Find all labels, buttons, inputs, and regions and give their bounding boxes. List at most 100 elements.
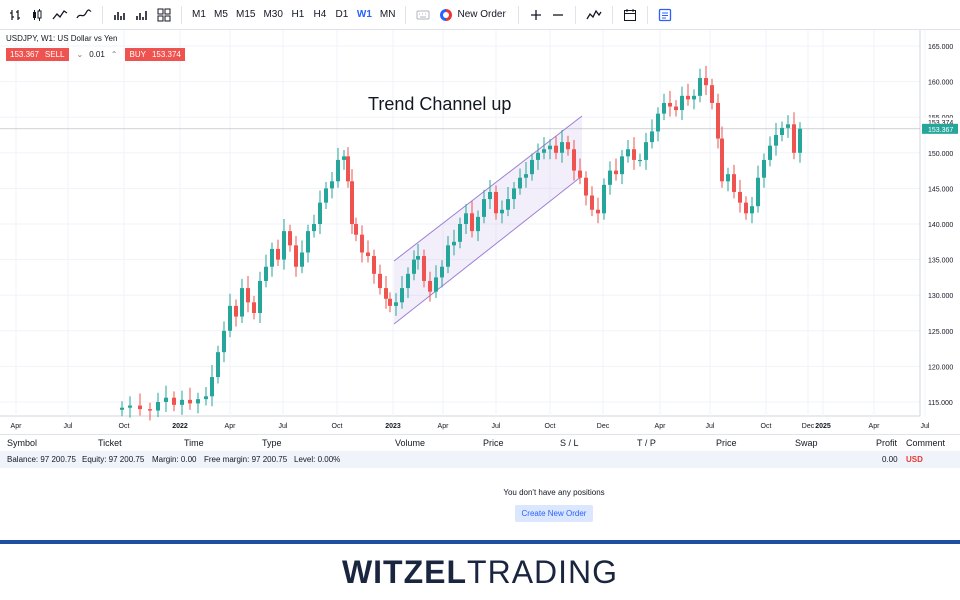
indicator-wave-icon[interactable] xyxy=(582,4,606,26)
bullish-candle xyxy=(626,149,630,157)
bearish-candle xyxy=(674,106,678,111)
chart-annotation[interactable]: Trend Channel up xyxy=(368,94,512,114)
timeframe-m1[interactable]: M1 xyxy=(192,9,206,20)
bearish-candle xyxy=(138,405,142,410)
calendar-icon[interactable] xyxy=(619,4,641,26)
price-chart[interactable]: 165.000160.000155.000150.000145.000140.0… xyxy=(0,30,960,434)
indicators-icon[interactable] xyxy=(131,4,153,26)
bullish-candle xyxy=(394,302,398,306)
chart-canvas[interactable]: 165.000160.000155.000150.000145.000140.0… xyxy=(0,30,960,434)
toolbar-divider xyxy=(517,5,519,24)
timeframe-h1[interactable]: H1 xyxy=(291,9,305,20)
timeframe-mn[interactable]: MN xyxy=(379,9,396,20)
timeframe-w1[interactable]: W1 xyxy=(356,9,372,20)
col-ticket[interactable]: Ticket xyxy=(98,438,122,448)
toolbar-divider xyxy=(646,5,648,24)
toolbar-divider xyxy=(574,5,576,24)
bid-price-label: 153.367 xyxy=(928,127,953,134)
bullish-candle xyxy=(680,95,684,111)
timeframe-m30[interactable]: M30 xyxy=(263,9,283,20)
col-time[interactable]: Time xyxy=(184,438,204,448)
bullish-candle xyxy=(488,191,492,200)
timeframe-d1[interactable]: D1 xyxy=(335,9,349,20)
bearish-candle xyxy=(234,305,238,317)
bearish-candle xyxy=(148,409,152,411)
bullish-candle xyxy=(768,145,772,160)
keyboard-icon[interactable] xyxy=(412,4,434,26)
col-current-price[interactable]: Price xyxy=(716,438,737,448)
candles-icon[interactable] xyxy=(26,4,48,26)
notes-icon[interactable] xyxy=(654,4,676,26)
new-order-label: New Order xyxy=(457,9,506,20)
price-axis-label: 125.000 xyxy=(928,329,953,336)
empty-positions-message: You don't have any positions xyxy=(503,488,605,497)
bearish-candle xyxy=(716,102,720,139)
bar-chart-icon[interactable] xyxy=(4,4,26,26)
col-stop-loss[interactable]: S / L xyxy=(560,438,579,448)
time-axis-label: 2025 xyxy=(815,423,831,430)
trend-channel-upper xyxy=(393,115,583,262)
col-comment[interactable]: Comment xyxy=(906,438,946,448)
bearish-candle xyxy=(350,181,354,224)
time-axis-label: Oct xyxy=(545,423,556,430)
quantity-value[interactable]: 0.01 xyxy=(89,50,105,59)
time-axis-label: Oct xyxy=(332,423,343,430)
timeframe-m5[interactable]: M5 xyxy=(214,9,228,20)
col-symbol[interactable]: Symbol xyxy=(7,438,38,448)
bearish-candle xyxy=(354,224,358,235)
sell-button[interactable]: 153.367 SELL xyxy=(6,48,69,61)
new-order-button[interactable]: New Order xyxy=(434,8,511,21)
col-swap[interactable]: Swap xyxy=(795,438,818,448)
time-axis-label: Jul xyxy=(921,423,930,430)
bullish-candle xyxy=(300,252,304,267)
bullish-candle xyxy=(536,152,540,160)
buy-button[interactable]: BUY 153.374 xyxy=(125,48,185,61)
bearish-candle xyxy=(554,145,558,153)
logo-bold-text: WITZEL xyxy=(341,553,468,590)
zoom-in-icon[interactable] xyxy=(525,4,547,26)
bullish-candle xyxy=(318,202,322,224)
price-axis-label: 120.000 xyxy=(928,364,953,371)
area-chart-icon[interactable] xyxy=(72,4,96,26)
toolbar-divider xyxy=(181,5,182,24)
balance-value: Balance: 97 200.75 xyxy=(7,455,76,464)
bearish-candle xyxy=(584,177,588,196)
create-new-order-button[interactable]: Create New Order xyxy=(515,505,593,522)
bullish-candle xyxy=(270,248,274,267)
col-profit[interactable]: Profit xyxy=(876,438,898,448)
equity-value: Equity: 97 200.75 xyxy=(82,455,145,464)
bearish-candle xyxy=(346,156,350,182)
bullish-candle xyxy=(336,159,340,182)
timeframe-m15[interactable]: M15 xyxy=(236,9,256,20)
time-axis-label: Oct xyxy=(119,423,130,430)
col-volume[interactable]: Volume xyxy=(395,438,426,448)
line-chart-icon[interactable] xyxy=(48,4,72,26)
bullish-candle xyxy=(518,177,522,189)
col-take-profit[interactable]: T / P xyxy=(637,438,656,448)
bullish-candle xyxy=(786,124,790,128)
volume-bars-icon[interactable] xyxy=(109,4,131,26)
timeframe-h4[interactable]: H4 xyxy=(313,9,327,20)
bullish-candle xyxy=(330,181,334,189)
bullish-candle xyxy=(780,127,784,135)
bullish-candle xyxy=(756,177,760,207)
new-order-icon xyxy=(440,8,453,21)
time-axis-label: Apr xyxy=(869,423,881,430)
quantity-stepper[interactable]: ⌄ 0.01 ⌃ xyxy=(73,50,122,59)
chevron-up-icon[interactable]: ⌃ xyxy=(110,50,118,59)
bullish-candle xyxy=(324,188,328,203)
chevron-down-icon[interactable]: ⌄ xyxy=(76,50,84,59)
bearish-candle xyxy=(294,245,298,267)
col-price[interactable]: Price xyxy=(483,438,504,448)
bullish-candle xyxy=(644,142,648,160)
bullish-candle xyxy=(196,399,200,404)
templates-icon[interactable] xyxy=(153,4,175,26)
bearish-candle xyxy=(252,302,256,313)
zoom-out-icon[interactable] xyxy=(547,4,569,26)
col-type[interactable]: Type xyxy=(262,438,282,448)
bullish-candle xyxy=(306,231,310,253)
time-axis-label: Dec xyxy=(802,423,815,430)
bullish-candle xyxy=(216,352,220,378)
price-axis-label: 115.000 xyxy=(928,400,953,407)
time-axis-label: Dec xyxy=(597,423,610,430)
